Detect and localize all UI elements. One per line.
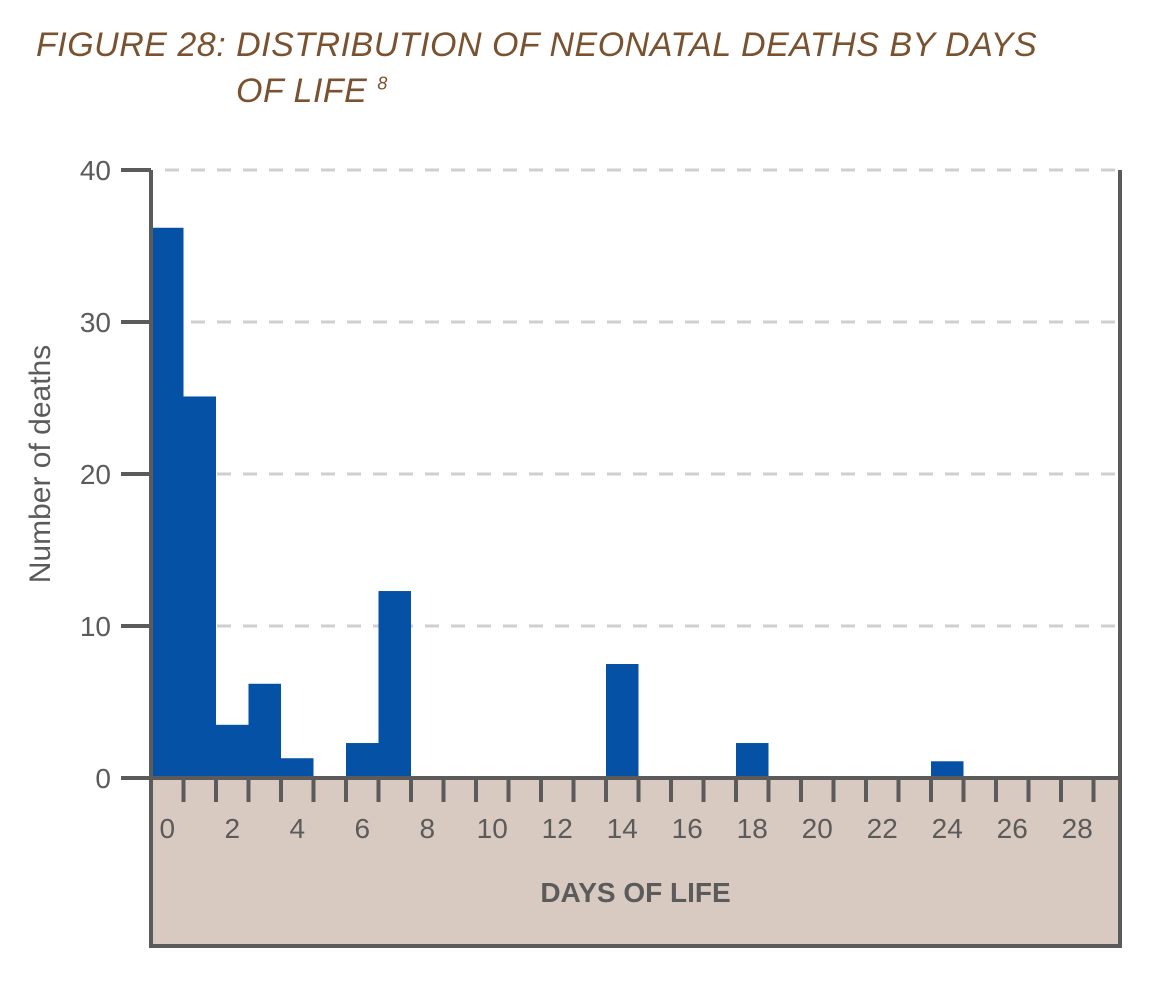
bar-day-18 <box>736 743 769 778</box>
x-tick-label: 10 <box>477 813 508 844</box>
x-axis-band <box>149 776 1122 948</box>
y-tick-label: 30 <box>80 307 111 338</box>
x-tick-label: 2 <box>224 813 240 844</box>
bar-day-14 <box>606 664 639 778</box>
bar-day-3 <box>248 683 281 778</box>
y-tick-label: 10 <box>80 611 111 642</box>
x-tick-label: 24 <box>932 813 963 844</box>
bar-day-4 <box>281 758 314 778</box>
x-tick-label: 18 <box>737 813 768 844</box>
y-tick-label: 40 <box>80 155 111 186</box>
x-tick-label: 6 <box>354 813 370 844</box>
x-tick-label: 26 <box>997 813 1028 844</box>
bar-day-1 <box>183 396 216 778</box>
x-tick-label: 28 <box>1062 813 1093 844</box>
x-tick-label: 20 <box>802 813 833 844</box>
title-line-1: FIGURE 28: DISTRIBUTION OF NEONATAL DEAT… <box>36 26 1038 64</box>
y-tick-label: 0 <box>95 763 111 794</box>
bar-day-24 <box>931 761 964 778</box>
x-tick-label: 4 <box>289 813 305 844</box>
y-axis-label: Number of deaths <box>24 345 57 583</box>
x-tick-label: 14 <box>607 813 638 844</box>
x-axis-label: DAYS OF LIFE <box>540 877 730 908</box>
bar-day-0 <box>153 227 184 778</box>
y-tick-label: 20 <box>80 459 111 490</box>
x-tick-label: 16 <box>672 813 703 844</box>
x-tick-label: 22 <box>867 813 898 844</box>
bar-day-2 <box>216 724 249 778</box>
x-tick-label: 8 <box>419 813 435 844</box>
bars <box>153 227 964 778</box>
x-tick-label: 12 <box>542 813 573 844</box>
gridlines <box>165 168 1120 628</box>
bar-day-7 <box>378 591 411 778</box>
y-axis-ticks: 0 10 20 30 40 <box>80 155 151 794</box>
title-line-2: OF LIFE 8 <box>36 68 1096 114</box>
x-tick-label: 0 <box>159 813 175 844</box>
x-axis-ticks: 0 2 4 6 8 10 12 14 16 18 20 22 24 26 28 <box>159 778 1096 844</box>
title-reference: 8 <box>377 73 388 94</box>
title-line-2-text: OF LIFE <box>236 72 368 110</box>
chart-title: FIGURE 28: DISTRIBUTION OF NEONATAL DEAT… <box>36 22 1096 114</box>
bar-day-6 <box>346 743 379 778</box>
